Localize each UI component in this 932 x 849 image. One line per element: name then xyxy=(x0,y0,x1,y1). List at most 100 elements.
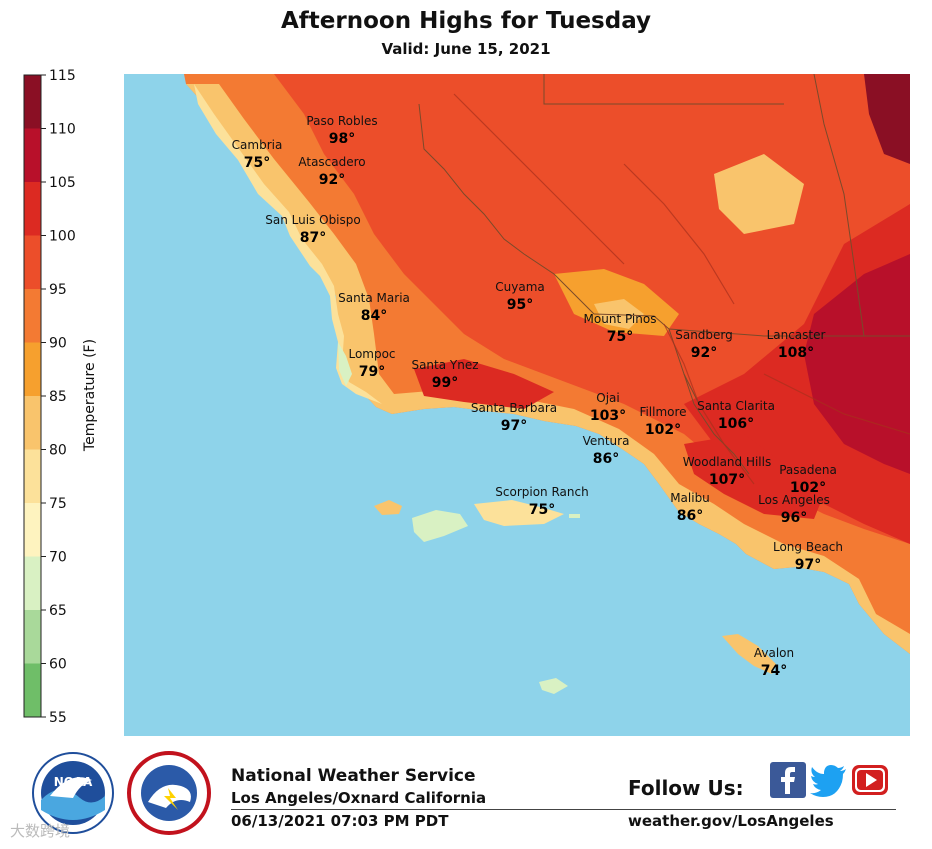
colorbar-tick-label: 70 xyxy=(49,550,67,566)
city-temperature-label: 86° xyxy=(593,451,619,467)
city-temperature-label: 79° xyxy=(359,364,385,380)
colorbar-tick-label: 95 xyxy=(49,282,67,298)
colorbar-tick-label: 75 xyxy=(49,496,67,512)
city-temperature-label: 92° xyxy=(319,172,345,188)
colorbar-tick-label: 65 xyxy=(49,603,67,619)
city-temperature-label: 106° xyxy=(718,416,754,432)
valley-hot-zone xyxy=(684,434,824,519)
city-temperature-label: 95° xyxy=(507,297,533,313)
city-temperature-label: 87° xyxy=(300,230,326,246)
colorbar-band xyxy=(24,128,41,182)
city-name-label: Atascadero xyxy=(298,155,365,169)
footer-office: Los Angeles/Oxnard California xyxy=(231,789,487,807)
city-name-label: Pasadena xyxy=(779,463,837,477)
city-labels: Paso Robles 98° Cambria 75° Atascadero 92° San… xyxy=(232,114,843,679)
city-name-label: Scorpion Ranch xyxy=(495,485,588,499)
map-title: Afternoon Highs for Tuesday xyxy=(280,8,652,34)
colorbar-band xyxy=(24,610,41,664)
city-temperature-label: 97° xyxy=(795,557,821,573)
footer-timestamp: 06/13/2021 07:03 PM PDT xyxy=(231,812,449,830)
city-name-label: Lancaster xyxy=(767,328,826,342)
city-temperature-label: 84° xyxy=(361,308,387,324)
noaa-logo: NOAA xyxy=(32,752,114,834)
footer-divider xyxy=(231,809,896,810)
colorbar-band xyxy=(24,663,41,717)
santa-ynez-hot-zone xyxy=(414,359,554,409)
city-name-label: Woodland Hills xyxy=(683,455,771,469)
twitter-icon[interactable] xyxy=(810,762,846,798)
colorbar-band xyxy=(24,289,41,343)
colorbar-tick-label: 80 xyxy=(49,443,67,459)
colorbar-band xyxy=(24,182,41,236)
colorbar-band xyxy=(24,396,41,450)
coastal-cool-zone xyxy=(186,84,910,654)
city-temperature-label: 102° xyxy=(645,422,681,438)
island-santa-barbara xyxy=(539,678,568,694)
city-temperature-label: 75° xyxy=(244,155,270,171)
highway-lines xyxy=(453,93,910,485)
nws-logo xyxy=(127,751,211,835)
city-temperature-label: 96° xyxy=(781,510,807,526)
desert-extreme-zone xyxy=(864,74,910,164)
city-name-label: Fillmore xyxy=(639,405,686,419)
city-name-label: Lompoc xyxy=(348,347,395,361)
city-name-label: Ventura xyxy=(583,434,630,448)
coastal-pale-zone xyxy=(194,84,382,404)
extreme-heat-zone xyxy=(804,254,910,474)
city-temperature-label: 108° xyxy=(778,345,814,361)
city-name-label: Ojai xyxy=(596,391,619,405)
watermark: 大数跨境 xyxy=(10,822,71,840)
island-catalina xyxy=(722,634,776,674)
city-name-label: Malibu xyxy=(670,491,710,505)
temperature-colorbar: 115 110 105 100 95 90 85 80 75 70 65 60 55 Temperatu… xyxy=(23,68,98,725)
colorbar-tick-label: 105 xyxy=(49,175,76,191)
city-name-label: Mount Pinos xyxy=(584,312,657,326)
city-temperature-label: 102° xyxy=(790,480,826,496)
colorbar-band xyxy=(24,342,41,396)
footer-website-link[interactable]: weather.gov/LosAngeles xyxy=(628,812,834,830)
city-name-label: Cambria xyxy=(232,138,283,152)
colorbar-tick-label: 110 xyxy=(49,122,76,138)
mountain-peaks-zone xyxy=(714,154,804,234)
colorbar-ticks: 115 110 105 100 95 90 85 80 75 70 65 60 55 xyxy=(41,68,76,725)
city-temperature-label: 86° xyxy=(677,508,703,524)
noaa-logo-text: NOAA xyxy=(54,775,93,789)
city-temperature-label: 103° xyxy=(590,408,626,424)
city-name-label: Santa Clarita xyxy=(697,399,775,413)
colorbar-label: Temperature (F) xyxy=(82,339,98,452)
colorbar-band xyxy=(24,235,41,289)
city-temperature-label: 98° xyxy=(329,131,355,147)
colorbar-band xyxy=(24,75,41,129)
city-temperature-label: 99° xyxy=(432,375,458,391)
city-name-label: Santa Barbara xyxy=(471,401,557,415)
city-name-label: Cuyama xyxy=(495,280,544,294)
city-temperature-label: 107° xyxy=(709,472,745,488)
footer-org: National Weather Service xyxy=(231,766,476,786)
colorbar-tick-label: 100 xyxy=(49,229,76,245)
city-temperature-label: 75° xyxy=(607,329,633,345)
city-temperature-label: 74° xyxy=(761,663,787,679)
city-name-label: Avalon xyxy=(754,646,794,660)
city-name-label: Los Angeles xyxy=(758,493,830,507)
city-name-label: Long Beach xyxy=(773,540,843,554)
county-lines xyxy=(418,74,910,475)
colorbar-band xyxy=(24,449,41,503)
city-temperature-label: 97° xyxy=(501,418,527,434)
colorbar-tick-label: 60 xyxy=(49,657,67,673)
colorbar-band xyxy=(24,503,41,557)
temperature-map: Paso Robles 98° Cambria 75° Atascadero 92° San… xyxy=(124,74,910,736)
city-temperature-label: 75° xyxy=(529,502,555,518)
city-name-label: Sandberg xyxy=(675,328,733,342)
colorbar-tick-label: 55 xyxy=(49,710,67,725)
youtube-icon[interactable] xyxy=(852,762,888,798)
follow-us-label: Follow Us: xyxy=(628,776,744,800)
map-subtitle: Valid: June 15, 2021 xyxy=(381,40,551,58)
city-name-label: Paso Robles xyxy=(306,114,377,128)
island-san-miguel xyxy=(374,500,402,515)
city-temperature-label: 92° xyxy=(691,345,717,361)
colorbar-tick-label: 85 xyxy=(49,389,67,405)
colorbar-band xyxy=(24,556,41,610)
facebook-icon[interactable] xyxy=(770,762,806,798)
lompoc-cool-zone xyxy=(338,342,352,386)
island-anacapa xyxy=(569,514,580,518)
